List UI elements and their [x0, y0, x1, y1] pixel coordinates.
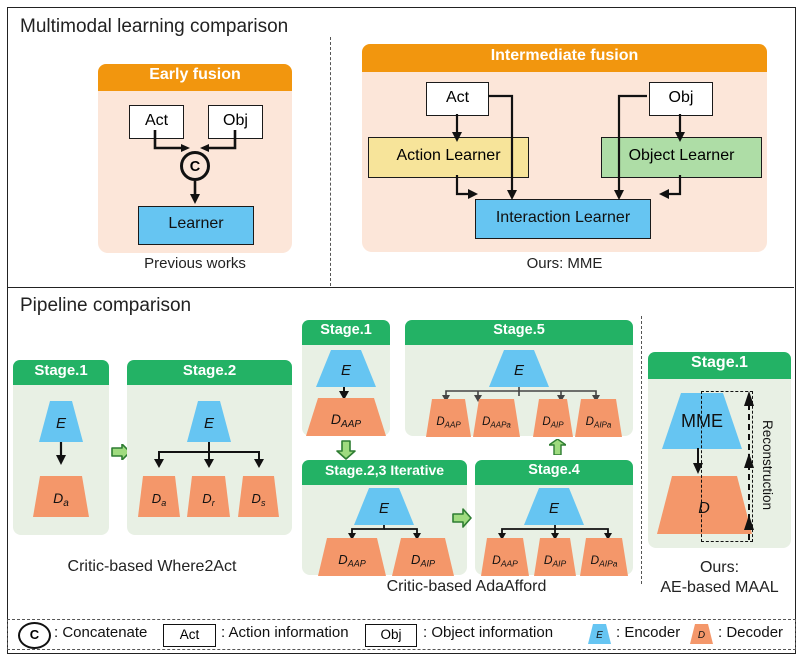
svg-text:E: E	[56, 415, 67, 432]
svg-text:E: E	[549, 500, 560, 517]
svg-text:E: E	[596, 630, 603, 641]
svg-text:D: D	[698, 630, 705, 641]
svg-text:E: E	[514, 362, 525, 379]
svg-text:E: E	[379, 500, 390, 517]
svg-text:E: E	[341, 362, 352, 379]
svg-text:E: E	[204, 415, 215, 432]
